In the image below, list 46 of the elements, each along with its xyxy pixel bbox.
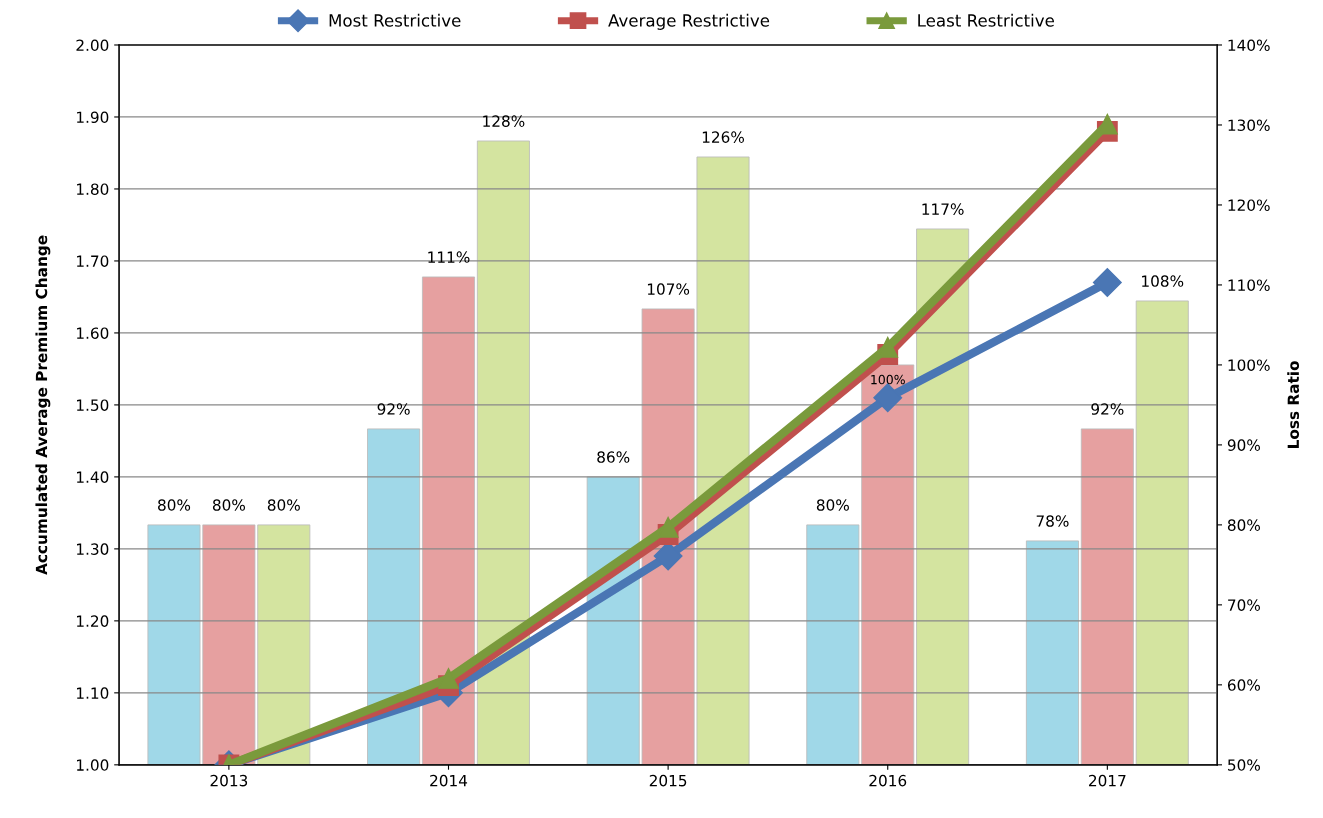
y-tick-label: 1.10 <box>77 687 109 699</box>
data-label: 80% <box>816 499 849 511</box>
y-tick-label: 1.90 <box>77 111 109 123</box>
y-tick-label: 1.00 <box>77 759 109 771</box>
x-tick-label: 2015 <box>649 774 687 787</box>
data-label: 128% <box>483 115 525 127</box>
data-label: 80% <box>267 499 300 511</box>
data-label: 92% <box>1091 403 1124 415</box>
y-tick-label: 1.20 <box>77 615 109 627</box>
x-tick-label: 2013 <box>210 774 248 787</box>
legend-label: Most Restrictive <box>329 13 461 27</box>
data-label: 80% <box>158 499 191 511</box>
data-label: 86% <box>597 451 630 463</box>
legend-label: Least Restrictive <box>918 13 1054 27</box>
y2-tick-label: 120% <box>1228 199 1270 211</box>
y-tick-label: 2.00 <box>76 39 109 52</box>
data-label: 117% <box>922 203 964 215</box>
y2-tick-label: 80% <box>1227 519 1260 531</box>
y2-tick-label: 130% <box>1228 119 1270 131</box>
y2-tick-label: 140% <box>1228 39 1270 52</box>
legend-label: Average Restrictive <box>608 13 770 30</box>
y2-tick-label: 60% <box>1227 679 1260 691</box>
y2-tick-label: 110% <box>1228 279 1270 291</box>
data-label: 108% <box>1142 275 1184 287</box>
x-tick-label: 2014 <box>430 774 468 787</box>
data-label: 78% <box>1036 515 1069 527</box>
x-tick-label: 2016 <box>869 774 907 787</box>
y-tick-label: 1.50 <box>77 399 109 411</box>
data-label: 107% <box>647 283 690 295</box>
y-axis-title: Accumulated Average Premium Change <box>35 235 51 575</box>
data-label: 92% <box>377 403 410 415</box>
y2-tick-label: 100% <box>1228 359 1270 371</box>
data-label: 111% <box>428 251 470 263</box>
y-tick-label: 1.30 <box>77 543 109 555</box>
y2-tick-label: 50% <box>1228 759 1260 771</box>
y2-tick-label: 90% <box>1227 439 1260 451</box>
y2-tick-label: 70% <box>1228 599 1260 611</box>
data-label: 100% <box>871 374 905 385</box>
x-tick-label: 2017 <box>1089 774 1126 787</box>
y2-axis-title: Loss Ratio <box>1287 361 1300 448</box>
y-tick-label: 1.70 <box>77 255 109 267</box>
y-tick-label: 1.80 <box>77 183 109 195</box>
y-tick-label: 1.40 <box>77 471 109 483</box>
y-tick-label: 1.60 <box>77 327 109 339</box>
data-label: 80% <box>212 499 246 511</box>
data-label: 126% <box>702 131 745 143</box>
